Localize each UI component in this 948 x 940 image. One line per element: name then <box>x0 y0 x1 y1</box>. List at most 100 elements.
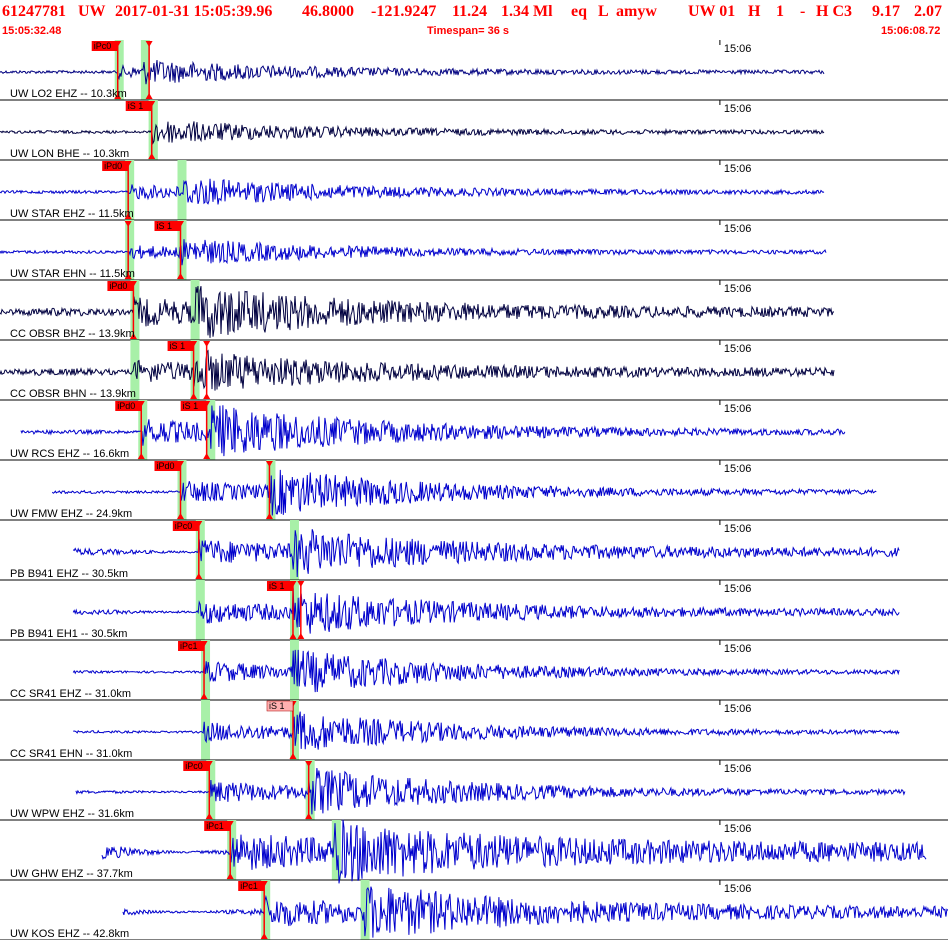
trace-2-pick-1-marker-bottom[interactable] <box>148 153 156 159</box>
trace-8-station-label: UW FMW EHZ -- 24.9km <box>10 508 132 520</box>
trace-6-pick-2-marker-bottom[interactable] <box>203 393 211 399</box>
longitude: -121.9247 <box>371 3 437 20</box>
trace-14-pick-1-label-box[interactable] <box>204 821 231 831</box>
trace-8-tick-label: 15:06 <box>724 463 752 475</box>
trace-15-waveform[interactable] <box>122 886 948 938</box>
trace-10-pick-1-marker-bottom[interactable] <box>289 633 297 639</box>
trace-4-s-window <box>177 220 187 280</box>
trace-5-pick-1-label-box[interactable] <box>107 281 134 291</box>
trace-5-waveform[interactable] <box>0 285 835 338</box>
trace-3-pick-1-marker-bottom[interactable] <box>124 213 132 219</box>
trace-13-pick-1-marker-bottom[interactable] <box>205 813 213 819</box>
trace-8-waveform[interactable] <box>51 469 877 516</box>
trace-7-pick-2-label-box[interactable] <box>180 401 207 411</box>
trace-10-pick-2-marker-bottom[interactable] <box>297 633 305 639</box>
trace-1-tick-label: 15:06 <box>724 43 752 55</box>
trace-11-station-label: CC SR41 EHZ -- 31.0km <box>10 688 131 700</box>
trace-4-pick-2-marker[interactable] <box>124 221 132 227</box>
trace-13-pick-1-label-box[interactable] <box>183 761 210 771</box>
trace-8-pick-2-marker-bottom[interactable] <box>265 513 273 519</box>
trace-1-pick-1-label: iPc0 <box>94 41 112 51</box>
trace-7-tick-label: 15:06 <box>724 403 752 415</box>
trace-1-pick-1-marker-bottom[interactable] <box>114 93 122 99</box>
trace-6-waveform[interactable] <box>0 349 835 391</box>
trace-4-pick-2-marker-bottom[interactable] <box>124 273 132 279</box>
trace-6-pick-2-marker[interactable] <box>203 341 211 347</box>
trace-1-pick-2-marker-bottom[interactable] <box>145 93 153 99</box>
trace-3-tick-label: 15:06 <box>724 163 752 175</box>
trace-11-pick-1-label-box[interactable] <box>178 641 205 651</box>
trace-10-tick-label: 15:06 <box>724 583 752 595</box>
event-header: 61247781 UW 2017-01-31 15:05:39.96 46.80… <box>0 0 948 40</box>
trace-2-pick-1-label-box[interactable] <box>125 101 152 111</box>
quality-flag: H <box>748 3 761 20</box>
trace-12-pick-1-marker-bottom[interactable] <box>289 753 297 759</box>
trace-2-station-label: UW LON BHE -- 10.3km <box>10 148 129 160</box>
trace-13-tick-label: 15:06 <box>724 763 752 775</box>
trace-5-p-window <box>130 280 140 340</box>
trace-5-pick-1-marker-bottom[interactable] <box>129 333 137 339</box>
trace-4-pick-1-marker-bottom[interactable] <box>176 273 184 279</box>
trace-14-pick-1-label: iPc1 <box>206 821 224 831</box>
trace-8-pick-1-marker-bottom[interactable] <box>176 513 184 519</box>
trace-10-pick-1-label: iS 1 <box>269 581 285 591</box>
trace-7-pick-1-label-box[interactable] <box>115 401 142 411</box>
trace-6-pick-1-label-box[interactable] <box>167 341 194 351</box>
trace-12-pick-1-label-box[interactable] <box>266 700 294 712</box>
trace-14-station-label: UW GHW EHZ -- 37.7km <box>10 868 133 880</box>
trace-1-pick-2-marker[interactable] <box>145 41 153 47</box>
trace-1-pick-1-label-box[interactable] <box>91 41 118 51</box>
trace-8-pick-1-label: iPd0 <box>156 461 174 471</box>
trace-2-pick-1-label: iS 1 <box>128 101 144 111</box>
rms-1: 9.17 <box>872 3 900 20</box>
trace-9-pick-1-marker-bottom[interactable] <box>195 573 203 579</box>
trace-11-pick-1-marker-bottom[interactable] <box>200 693 208 699</box>
trace-14-pick-1-marker-bottom[interactable] <box>226 873 234 879</box>
trace-9-waveform[interactable] <box>72 529 900 578</box>
trace-13-pick-2-marker-bottom[interactable] <box>305 813 313 819</box>
trace-15-pick-1-marker-bottom[interactable] <box>260 933 268 939</box>
trace-3-pick-1-label-box[interactable] <box>102 161 129 171</box>
trace-5-station-label: CC OBSR BHZ -- 13.9km <box>10 328 135 340</box>
field-3: H C3 <box>816 3 852 20</box>
trace-8-pick-1-label-box[interactable] <box>154 461 181 471</box>
trace-7-pick-2-marker-bottom[interactable] <box>203 453 211 459</box>
trace-12-station-label: CC SR41 EHN -- 31.0km <box>10 748 132 760</box>
trace-13-waveform[interactable] <box>75 767 906 815</box>
trace-9-pick-1-label-box[interactable] <box>172 521 199 531</box>
event-summary-line: 61247781 UW 2017-01-31 15:05:39.96 46.80… <box>0 2 948 22</box>
trace-13-pick-1-label: iPc0 <box>185 761 203 771</box>
trace-7-pick-2-label: iS 1 <box>183 401 199 411</box>
trace-3-s-window <box>177 160 187 220</box>
trace-6-station-label: CC OBSR BHN -- 13.9km <box>10 388 136 400</box>
trace-10-pick-2-marker[interactable] <box>297 581 305 587</box>
trace-12-p-window <box>201 700 211 760</box>
trace-3-waveform[interactable] <box>0 178 825 205</box>
trace-9-tick-label: 15:06 <box>724 523 752 535</box>
trace-4-pick-1-label: iS 1 <box>156 221 172 231</box>
trace-13-pick-2-marker[interactable] <box>305 761 313 767</box>
trace-15-s-window <box>360 880 370 940</box>
trace-6-pick-1-marker-bottom[interactable] <box>190 393 198 399</box>
trace-10-waveform[interactable] <box>72 588 900 634</box>
trace-11-waveform[interactable] <box>72 649 900 693</box>
trace-7-waveform[interactable] <box>20 405 846 457</box>
trace-2-waveform[interactable] <box>0 121 825 145</box>
start-time: 15:05:32.48 <box>2 25 62 37</box>
trace-5-pick-1-label: iPd0 <box>109 281 127 291</box>
trace-12-waveform[interactable] <box>73 711 900 750</box>
seismogram-panel[interactable]: 15:06 iPc0 UW LO2 EHZ -- 10.3km 15:06 iS 1 UW… <box>0 40 948 940</box>
trace-3-pick-1-label: iPd0 <box>104 161 122 171</box>
trace-14-waveform[interactable] <box>101 819 927 884</box>
trace-10-pick-1-label-box[interactable] <box>266 581 293 591</box>
event-id: 61247781 <box>2 3 66 20</box>
trace-8-pick-2-marker[interactable] <box>265 461 273 467</box>
magnitude: 1.34 Ml <box>501 3 553 20</box>
trace-4-pick-1-label-box[interactable] <box>154 221 181 231</box>
trace-15-pick-1-label-box[interactable] <box>238 881 265 891</box>
trace-1-waveform[interactable] <box>0 59 825 85</box>
trace-12-tick-label: 15:06 <box>724 703 752 715</box>
trace-4-tick-label: 15:06 <box>724 223 752 235</box>
trace-4-waveform[interactable] <box>0 239 827 266</box>
trace-7-pick-1-marker-bottom[interactable] <box>137 453 145 459</box>
